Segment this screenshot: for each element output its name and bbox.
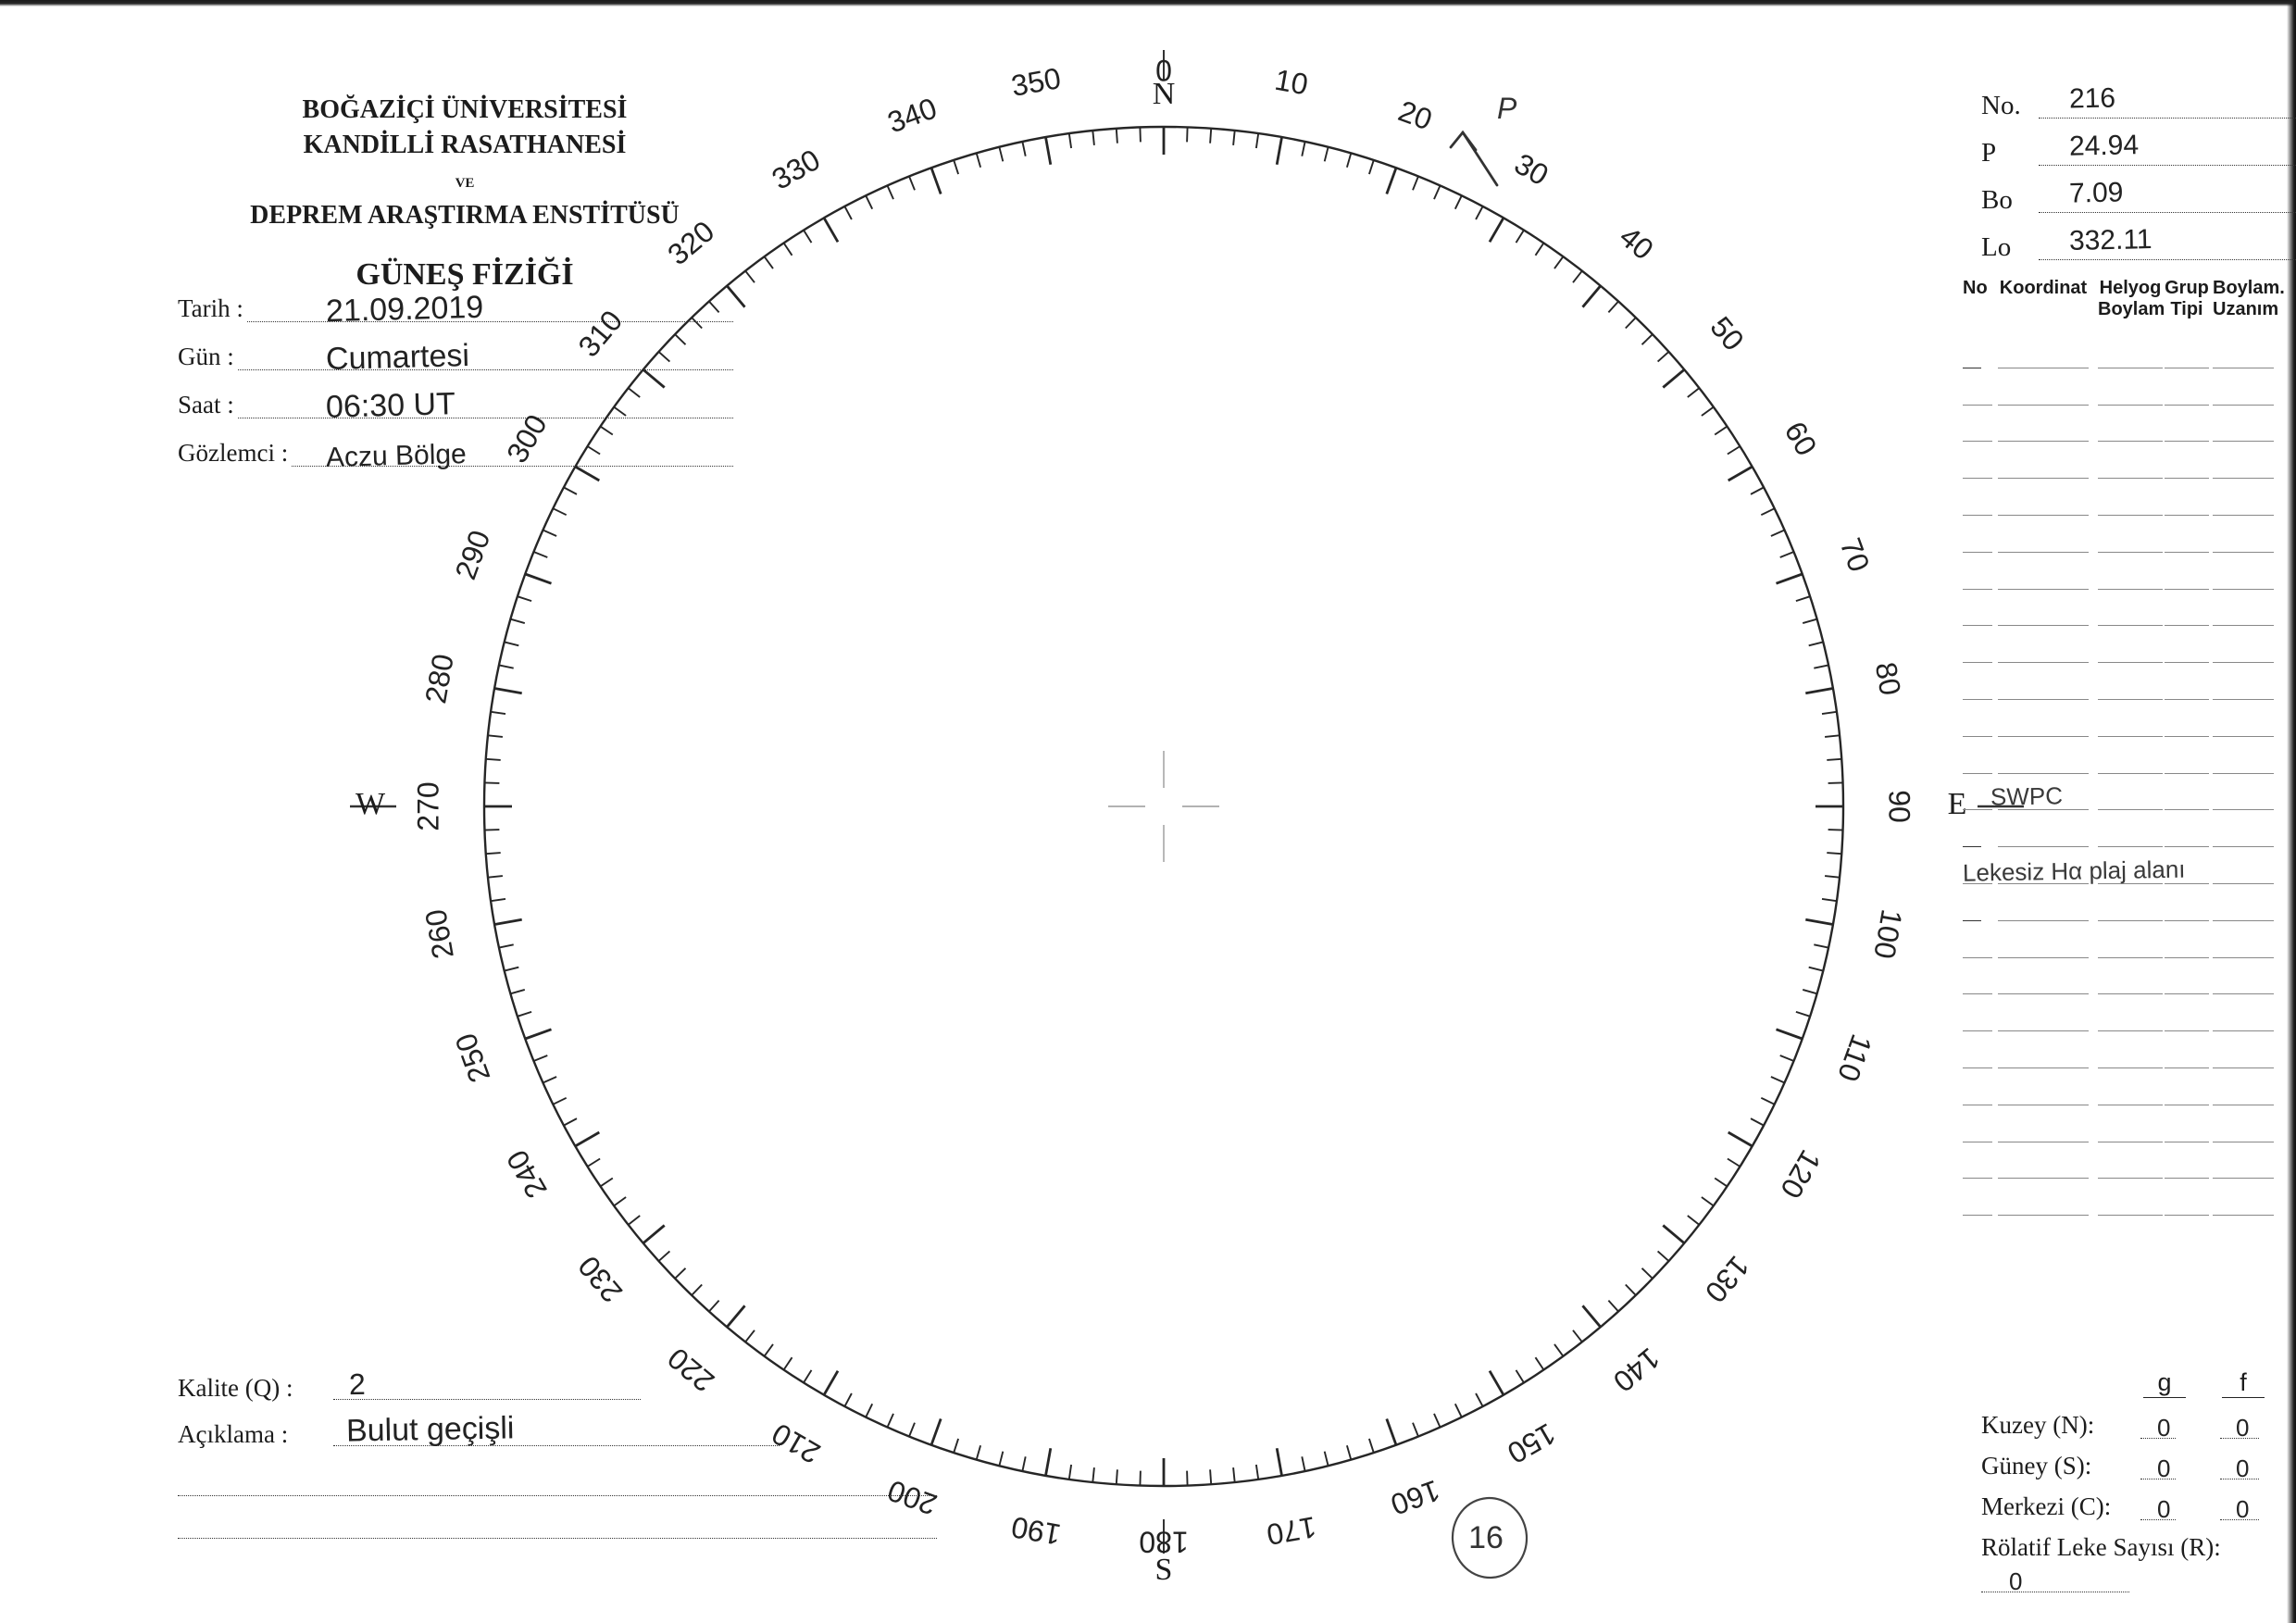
svg-text:140: 140 <box>1607 1342 1666 1399</box>
svg-text:240: 240 <box>500 1144 554 1204</box>
svg-text:20: 20 <box>1394 94 1437 136</box>
svg-text:300: 300 <box>500 409 554 468</box>
svg-text:180: 180 <box>1139 1526 1188 1559</box>
svg-text:120: 120 <box>1774 1144 1828 1204</box>
svg-text:160: 160 <box>1387 1474 1444 1522</box>
svg-text:170: 170 <box>1265 1510 1319 1552</box>
svg-text:16: 16 <box>1468 1520 1504 1555</box>
svg-text:0: 0 <box>1155 54 1172 87</box>
svg-text:340: 340 <box>883 91 941 139</box>
svg-text:330: 330 <box>767 143 826 196</box>
svg-text:260: 260 <box>418 907 460 962</box>
svg-text:310: 310 <box>571 304 629 363</box>
svg-text:270: 270 <box>411 781 444 830</box>
svg-text:350: 350 <box>1009 61 1064 103</box>
svg-text:90: 90 <box>1883 790 1916 823</box>
svg-text:P: P <box>1497 92 1517 125</box>
svg-text:60: 60 <box>1778 416 1824 461</box>
svg-text:150: 150 <box>1502 1417 1561 1470</box>
svg-text:50: 50 <box>1703 310 1750 356</box>
svg-text:10: 10 <box>1272 63 1310 102</box>
svg-text:80: 80 <box>1869 659 1908 697</box>
svg-text:320: 320 <box>661 214 720 271</box>
svg-text:250: 250 <box>448 1030 496 1087</box>
svg-text:280: 280 <box>418 652 460 706</box>
svg-text:230: 230 <box>571 1250 629 1309</box>
svg-text:190: 190 <box>1009 1510 1064 1552</box>
svg-text:30: 30 <box>1509 146 1554 192</box>
svg-text:W: W <box>356 787 386 821</box>
svg-text:70: 70 <box>1834 533 1877 576</box>
svg-text:40: 40 <box>1614 219 1660 266</box>
svg-text:130: 130 <box>1699 1250 1756 1309</box>
svg-text:100: 100 <box>1867 907 1909 962</box>
svg-text:110: 110 <box>1831 1030 1878 1086</box>
svg-text:290: 290 <box>448 526 496 583</box>
